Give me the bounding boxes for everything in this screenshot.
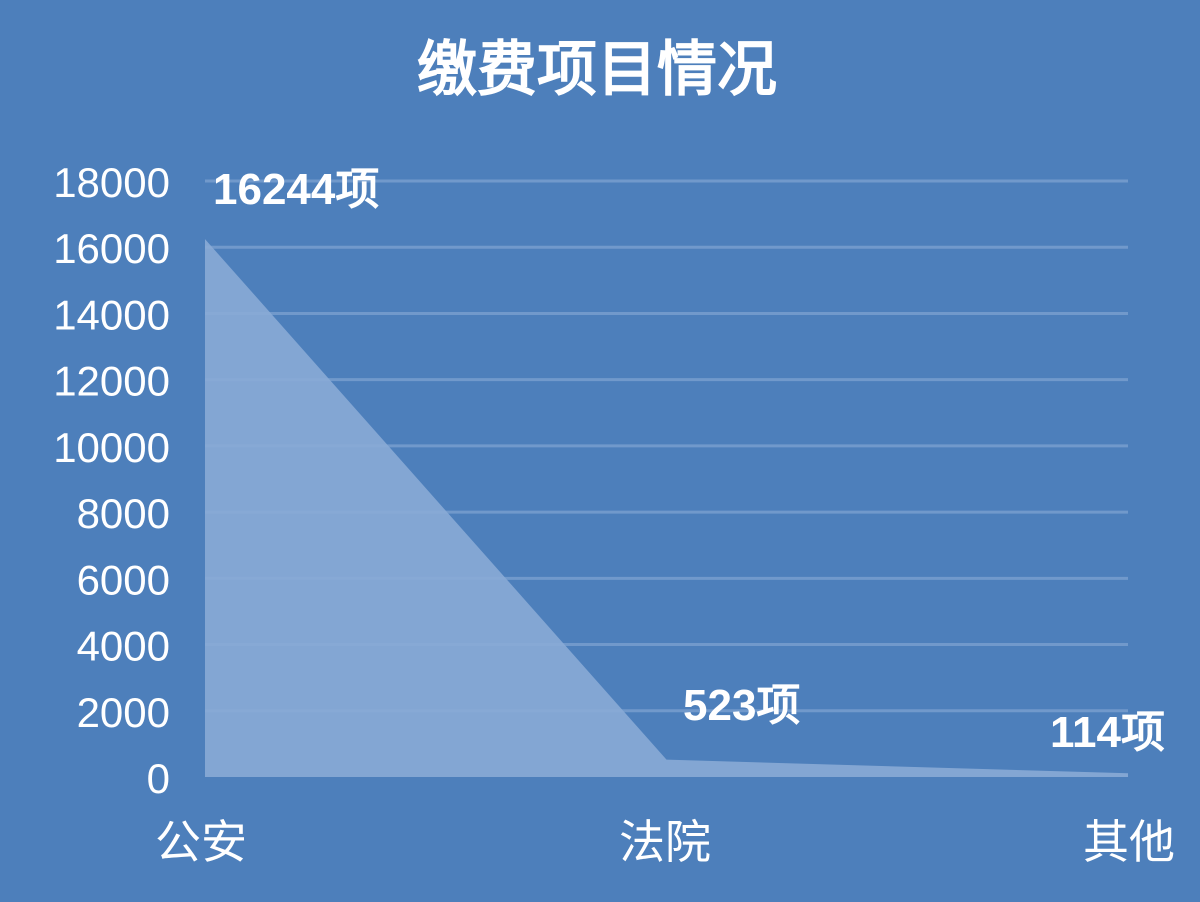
- data-label: 16244项: [213, 165, 379, 214]
- data-label: 523项: [683, 681, 800, 730]
- x-tick-label: 其他: [1083, 816, 1175, 868]
- y-tick-label: 2000: [77, 689, 170, 736]
- chart-title: 缴费项目情况: [417, 36, 777, 103]
- y-tick-label: 16000: [53, 225, 170, 272]
- data-label: 114项: [1050, 708, 1165, 757]
- x-tick-label: 法院: [619, 816, 711, 868]
- y-tick-label: 8000: [77, 490, 170, 537]
- y-tick-label: 18000: [53, 159, 170, 206]
- y-tick-label: 10000: [53, 424, 170, 471]
- y-tick-label: 14000: [53, 291, 170, 338]
- y-tick-label: 4000: [77, 623, 170, 670]
- y-tick-label: 12000: [53, 358, 170, 405]
- y-tick-label: 6000: [77, 556, 170, 603]
- x-tick-label: 公安: [155, 816, 247, 868]
- y-tick-label: 0: [147, 755, 170, 802]
- area-series: [205, 239, 1128, 777]
